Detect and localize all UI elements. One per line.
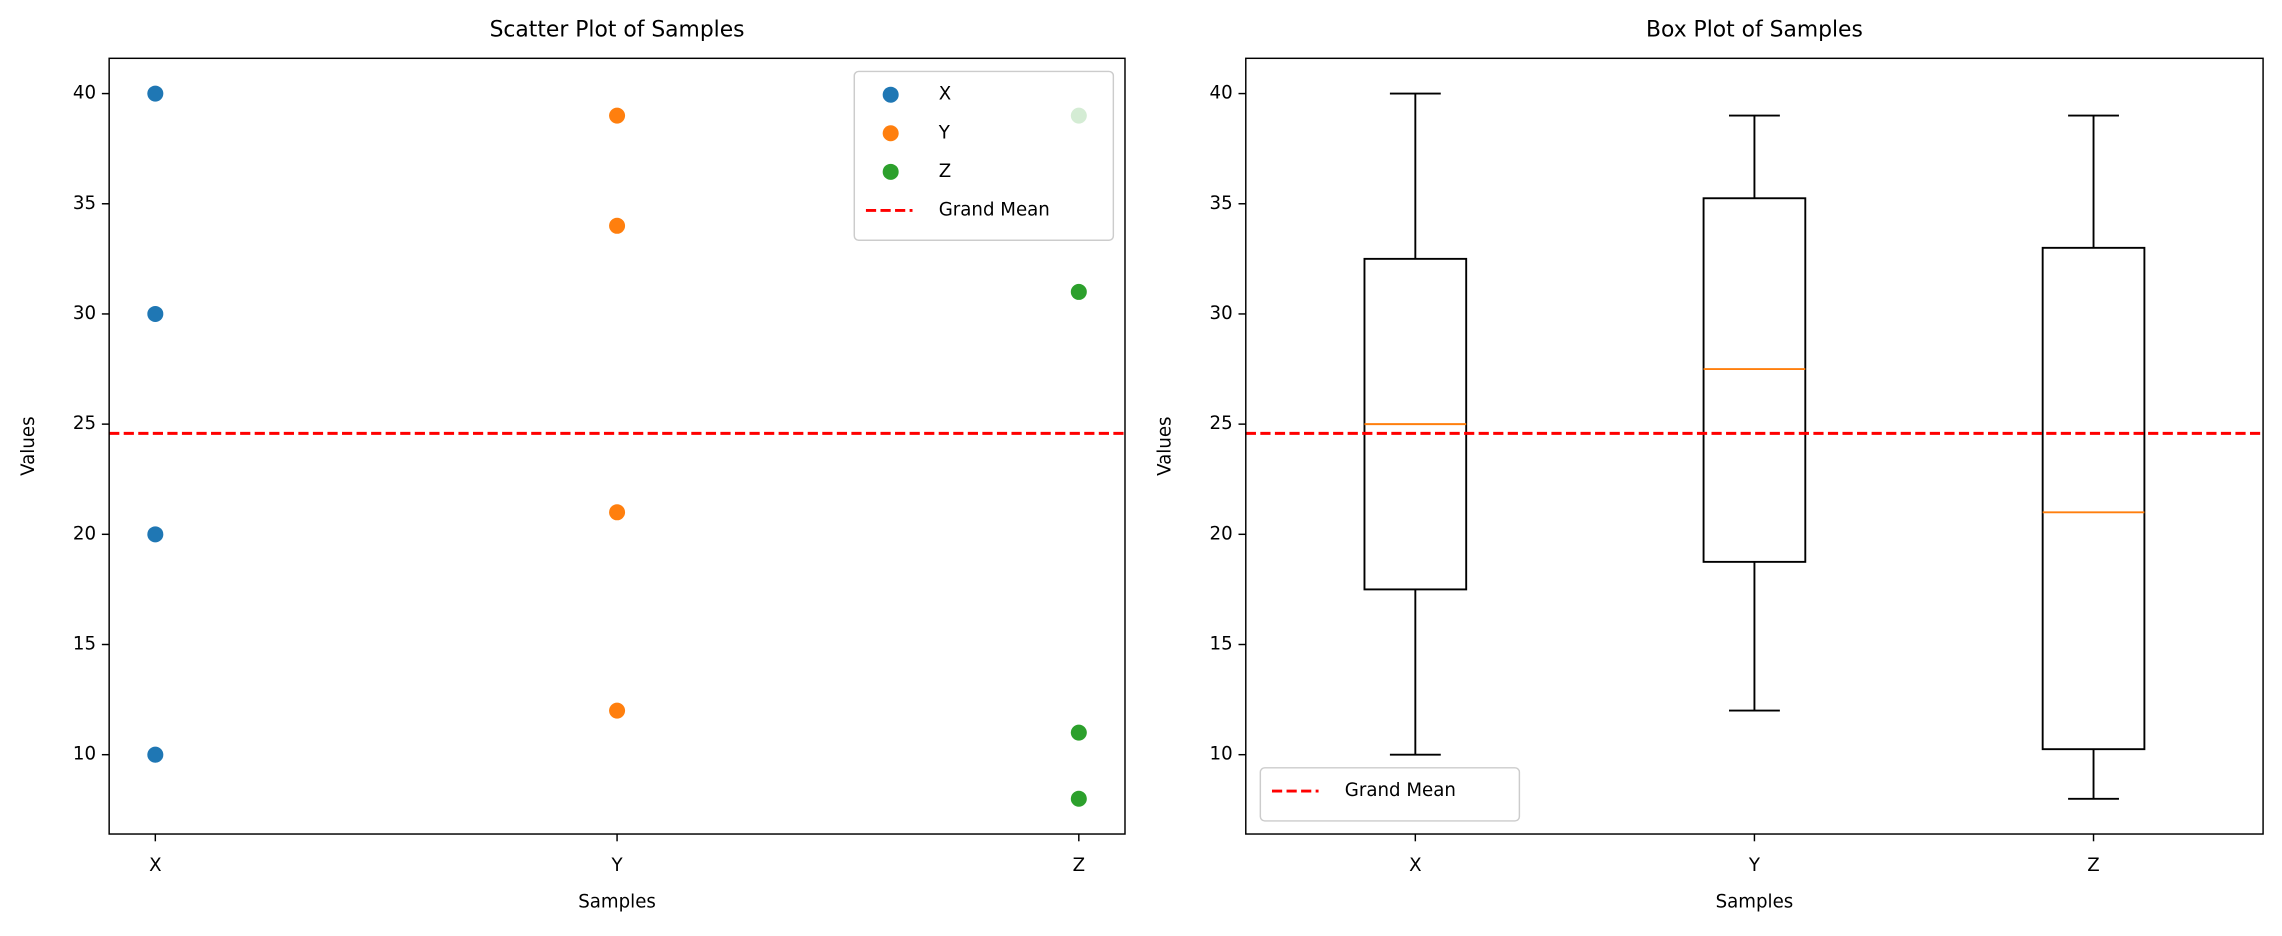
legend-label: Grand Mean xyxy=(939,199,1050,220)
legend-label: X xyxy=(939,84,951,105)
chart-title: Box Plot of Samples xyxy=(1646,18,1863,43)
y-tick-label: 40 xyxy=(73,83,96,104)
legend-marker xyxy=(882,125,899,142)
y-axis-label: Values xyxy=(18,416,39,475)
legend-label: Grand Mean xyxy=(1345,780,1456,801)
box xyxy=(1702,197,1807,563)
point xyxy=(1070,724,1087,741)
axes-frame xyxy=(1245,57,2264,835)
legend-box xyxy=(853,70,1115,241)
x-tick-label: Y xyxy=(611,855,624,876)
point xyxy=(609,217,626,234)
y-tick-label: 10 xyxy=(73,744,96,765)
x-tick-label: Y xyxy=(1748,855,1761,876)
point xyxy=(147,305,164,322)
y-tick-label: 10 xyxy=(1210,744,1233,765)
legend-label: Y xyxy=(938,122,951,143)
point xyxy=(147,526,164,543)
point xyxy=(147,85,164,102)
y-tick-label: 35 xyxy=(73,193,96,214)
point xyxy=(147,746,164,763)
y-tick-label: 20 xyxy=(1210,523,1233,544)
axes-frame xyxy=(108,57,1126,835)
legend-box xyxy=(1259,767,1521,822)
point xyxy=(1070,790,1087,807)
chart-title: Scatter Plot of Samples xyxy=(490,18,745,43)
y-tick-label: 30 xyxy=(1210,303,1233,324)
y-tick-label: 25 xyxy=(1210,413,1233,434)
x-tick-label: Z xyxy=(1073,855,1085,876)
point xyxy=(609,702,626,719)
y-tick-label: 35 xyxy=(1210,193,1233,214)
x-tick-label: X xyxy=(149,855,161,876)
box xyxy=(2041,246,2146,751)
y-axis-label: Values xyxy=(1155,416,1176,475)
point xyxy=(609,107,626,124)
point xyxy=(609,504,626,521)
legend-marker xyxy=(882,86,899,103)
y-tick-label: 30 xyxy=(73,303,96,324)
y-tick-label: 15 xyxy=(1210,634,1233,655)
x-axis-label: Samples xyxy=(578,891,656,912)
y-tick-label: 40 xyxy=(1210,83,1233,104)
x-tick-label: Z xyxy=(2087,855,2099,876)
x-axis-label: Samples xyxy=(1716,891,1794,912)
point xyxy=(1070,283,1087,300)
x-tick-label: X xyxy=(1409,855,1421,876)
legend-label: Z xyxy=(939,161,951,182)
y-tick-label: 15 xyxy=(73,634,96,655)
legend-marker xyxy=(882,163,899,180)
y-tick-label: 20 xyxy=(73,523,96,544)
y-tick-label: 25 xyxy=(73,413,96,434)
